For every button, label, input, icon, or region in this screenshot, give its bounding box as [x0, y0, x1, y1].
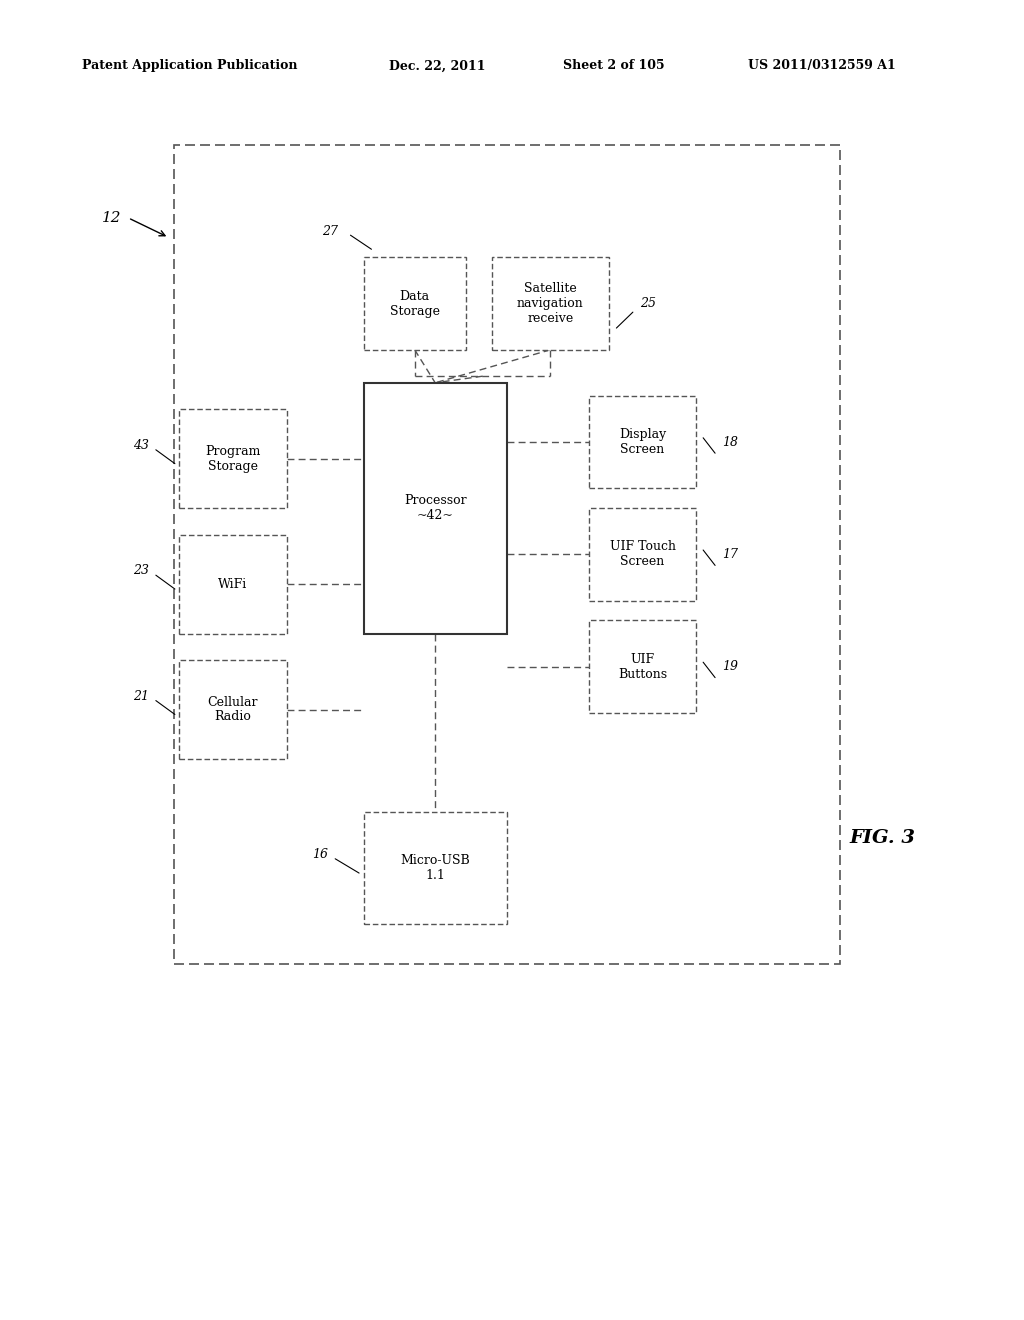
FancyBboxPatch shape: [179, 409, 287, 508]
FancyBboxPatch shape: [492, 257, 609, 350]
Text: Sheet 2 of 105: Sheet 2 of 105: [563, 59, 665, 73]
Text: 16: 16: [312, 849, 329, 861]
Text: Micro-USB
1.1: Micro-USB 1.1: [400, 854, 470, 882]
Text: Data
Storage: Data Storage: [390, 289, 439, 318]
FancyBboxPatch shape: [364, 383, 507, 634]
Text: Satellite
navigation
receive: Satellite navigation receive: [517, 282, 584, 325]
FancyBboxPatch shape: [589, 620, 696, 713]
FancyBboxPatch shape: [179, 535, 287, 634]
FancyBboxPatch shape: [364, 812, 507, 924]
Text: Patent Application Publication: Patent Application Publication: [82, 59, 297, 73]
Text: Display
Screen: Display Screen: [618, 428, 667, 457]
FancyBboxPatch shape: [179, 660, 287, 759]
Text: 17: 17: [722, 548, 738, 561]
Text: UIF
Buttons: UIF Buttons: [618, 652, 667, 681]
Text: Cellular
Radio: Cellular Radio: [208, 696, 258, 723]
Text: WiFi: WiFi: [218, 578, 248, 590]
Text: Processor
~42~: Processor ~42~: [403, 494, 467, 523]
Text: 19: 19: [722, 660, 738, 673]
Text: Program
Storage: Program Storage: [205, 445, 261, 473]
Text: 21: 21: [133, 690, 150, 702]
Text: 23: 23: [133, 565, 150, 577]
Text: 43: 43: [133, 440, 150, 451]
Text: FIG. 3: FIG. 3: [850, 829, 915, 847]
Text: Dec. 22, 2011: Dec. 22, 2011: [389, 59, 485, 73]
FancyBboxPatch shape: [589, 508, 696, 601]
Text: UIF Touch
Screen: UIF Touch Screen: [609, 540, 676, 569]
Text: 18: 18: [722, 436, 738, 449]
Text: US 2011/0312559 A1: US 2011/0312559 A1: [748, 59, 895, 73]
FancyBboxPatch shape: [364, 257, 466, 350]
Text: 27: 27: [322, 224, 338, 238]
Text: 25: 25: [640, 297, 656, 310]
FancyBboxPatch shape: [589, 396, 696, 488]
Text: 12: 12: [102, 211, 122, 226]
